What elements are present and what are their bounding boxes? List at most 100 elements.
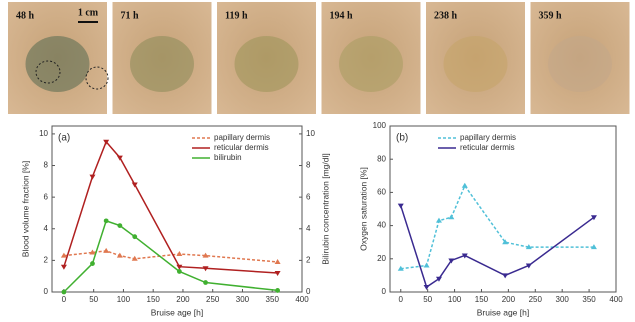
y-axis-label: Blood volume fraction [%]	[20, 161, 30, 257]
charts: 0 50 100 150 200 250 300 350 40002468100246810Br…	[20, 121, 623, 317]
x-tick-label: 250	[206, 295, 220, 304]
series-line	[400, 205, 595, 289]
marker	[502, 273, 509, 279]
x-tick-label: 0	[399, 295, 404, 304]
x-axis-label: Bruise age [h]	[151, 307, 203, 317]
y-tick-label: 6	[44, 192, 49, 201]
marker	[176, 264, 183, 270]
x-tick-label: 200	[176, 295, 190, 304]
marker	[275, 288, 280, 293]
legend-label: papillary dermis	[214, 133, 270, 142]
x-tick-label: 100	[117, 295, 131, 304]
panel-label: (a)	[58, 133, 70, 144]
marker	[274, 271, 281, 277]
photo-row: 48 h 71 h 119 h 194 h 238 h 359 h 1 cm	[8, 2, 630, 114]
marker	[202, 252, 209, 258]
y2-tick-label: 0	[306, 287, 311, 296]
y2-tick-label: 8	[306, 161, 311, 170]
marker	[590, 215, 597, 221]
x-tick-label: 300	[236, 295, 250, 304]
marker	[423, 285, 430, 291]
marker	[176, 251, 183, 257]
y-tick-label: 40	[377, 221, 386, 230]
marker	[90, 261, 95, 266]
marker	[89, 249, 96, 255]
y2-axis-label: Bilirubin concentration [mg/dl]	[320, 153, 330, 265]
marker	[176, 269, 182, 274]
plot-frame	[389, 125, 617, 293]
photo-label: 71 h	[121, 10, 140, 21]
chart: 0 50 100 150 200 250 300 350 40002468100246810Br…	[20, 125, 330, 317]
y-tick-label: 60	[377, 188, 386, 197]
bruise	[443, 36, 508, 92]
chart: 0 50 100 150 200 250 300 350 400 0 20 40 60 80 100 Brui…	[358, 121, 623, 317]
marker	[131, 182, 138, 188]
series-line	[63, 219, 278, 293]
series-line	[400, 184, 594, 270]
x-tick-label: 100	[448, 295, 462, 304]
x-tick-label: 50	[89, 295, 98, 304]
marker	[103, 218, 109, 224]
marker	[525, 263, 532, 269]
series-line	[63, 250, 278, 263]
marker	[103, 247, 110, 253]
marker	[103, 139, 110, 145]
bruise	[234, 36, 299, 92]
y-tick-label: 2	[44, 255, 49, 264]
bruise	[25, 36, 90, 92]
marker	[61, 289, 67, 295]
legend-label: bilirubin	[214, 153, 242, 162]
scale-label: 1 cm	[78, 7, 99, 18]
y-tick-label: 100	[373, 121, 387, 130]
marker	[461, 253, 468, 259]
marker	[203, 280, 208, 285]
x-axis-label: Bruise age [h]	[477, 307, 529, 317]
y-tick-label: 0	[382, 287, 387, 296]
marker	[131, 255, 138, 261]
marker	[132, 234, 138, 240]
marker	[461, 182, 468, 188]
series-line	[63, 140, 278, 274]
photo-label: 48 h	[16, 10, 35, 21]
x-tick-label: 400	[609, 295, 623, 304]
x-tick-label: 0	[62, 295, 67, 304]
marker	[60, 252, 67, 258]
marker	[435, 276, 442, 282]
marker	[89, 174, 96, 180]
photo-label: 194 h	[330, 10, 354, 21]
y2-tick-label: 6	[306, 192, 311, 201]
bruise	[548, 36, 612, 92]
x-tick-label: 150	[147, 295, 161, 304]
y-tick-label: 4	[44, 224, 49, 233]
panel-label: (b)	[396, 133, 408, 144]
roi	[35, 60, 61, 84]
x-tick-label: 150	[475, 295, 489, 304]
x-tick-label: 350	[582, 295, 596, 304]
y2-tick-label: 4	[306, 224, 311, 233]
y-tick-label: 20	[377, 254, 386, 263]
y-tick-label: 10	[39, 129, 48, 138]
plot-frame	[51, 125, 303, 293]
marker	[435, 217, 442, 223]
marker	[397, 203, 404, 209]
y-tick-label: 0	[44, 287, 49, 296]
marker	[423, 262, 430, 268]
bruise	[339, 36, 403, 92]
marker	[590, 244, 597, 250]
marker	[117, 223, 123, 229]
roi	[85, 66, 109, 90]
y2-tick-label: 2	[306, 255, 311, 264]
legend-label: papillary dermis	[460, 133, 516, 142]
x-tick-label: 300	[556, 295, 570, 304]
marker	[502, 239, 509, 245]
marker	[397, 265, 404, 271]
photo-label: 238 h	[434, 10, 458, 21]
legend-label: reticular dermis	[460, 143, 515, 152]
photo-label: 119 h	[225, 10, 248, 21]
marker	[274, 258, 281, 264]
x-tick-label: 200	[502, 295, 516, 304]
marker	[202, 266, 209, 272]
x-tick-label: 250	[529, 295, 543, 304]
marker	[525, 244, 532, 250]
